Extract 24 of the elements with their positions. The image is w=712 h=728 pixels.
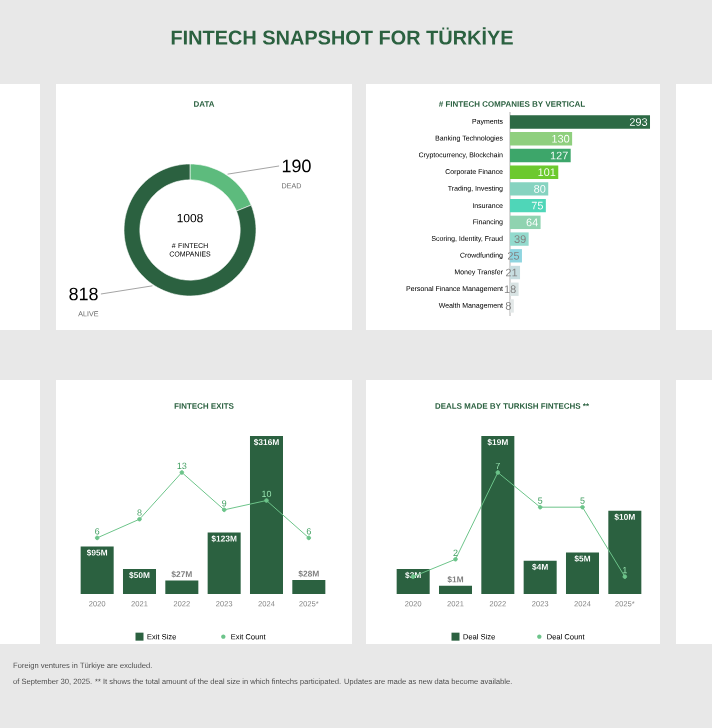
bar — [510, 115, 651, 129]
bar — [122, 569, 157, 594]
bar — [396, 569, 430, 594]
bar — [292, 580, 326, 594]
bar — [165, 580, 199, 594]
bar — [249, 436, 283, 594]
bar — [80, 546, 114, 594]
bar — [510, 215, 541, 230]
text: FINTECH SNAPSHOT FOR TÜRKİYE — [171, 27, 513, 45]
bar — [510, 265, 521, 280]
bar — [510, 198, 546, 213]
bar — [438, 585, 473, 594]
bar — [510, 182, 549, 196]
bar — [565, 552, 600, 594]
bar — [481, 436, 515, 594]
bar — [523, 560, 557, 594]
data-label: 190 — [282, 159, 311, 173]
bar — [207, 532, 241, 594]
bar — [510, 232, 529, 246]
bar — [608, 510, 642, 594]
bar — [510, 148, 571, 163]
bar — [510, 165, 559, 179]
data-label: 818 — [69, 287, 98, 301]
bar — [510, 132, 573, 146]
